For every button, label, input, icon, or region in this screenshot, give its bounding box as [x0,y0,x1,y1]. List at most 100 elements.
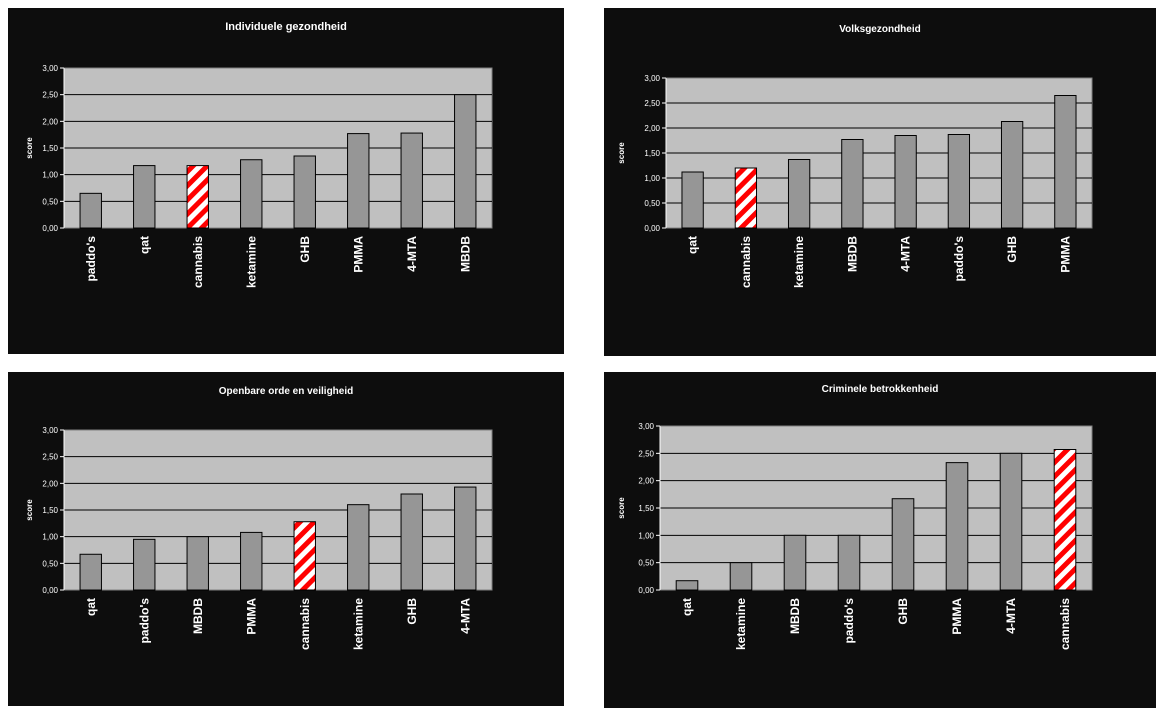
y-tick-label: 2,50 [638,449,654,458]
chart-svg: Criminele betrokkenheid score 0,00 0,50 1,… [617,384,1093,650]
x-category-label: cannabis [739,236,753,288]
plot-area [659,425,1093,591]
bar [837,534,861,591]
x-category-label: MBDB [788,598,802,634]
x-category-label: paddo's [842,598,856,644]
y-tick-label: 1,00 [42,533,58,542]
bar [945,462,969,591]
bar [240,159,263,229]
chart-title: Volksgezondheid [839,24,921,35]
y-axis-title: score [25,499,34,521]
y-tick-label: 0,00 [644,224,660,233]
bar [133,165,156,229]
x-category-label: cannabis [298,598,312,650]
chart-title: Individuele gezondheid [225,21,347,33]
bar-highlight [734,167,758,229]
y-tick-label: 2,00 [638,477,654,486]
x-category-label: GHB [298,236,312,263]
chart-svg: Individuele gezondheid score 0,00 0,50 1,0… [25,21,493,288]
bar [1054,95,1077,229]
plot-area [665,77,1093,229]
x-category-label: ketamine [734,598,748,650]
x-category-label: ketamine [244,236,258,288]
y-tick-label: 0,00 [638,586,654,595]
y-tick-label: 3,00 [42,64,58,73]
bar [400,493,423,591]
chart-panel-individuele-gezondheid: Individuele gezondheid score 0,00 0,50 1,0… [8,8,564,354]
plot-area [63,67,493,229]
y-tick-label: 0,00 [42,586,58,595]
chart-svg: Volksgezondheid score 0,00 0,50 1,00 1,50 2,… [617,24,1093,288]
x-category-label: paddo's [137,598,151,644]
y-tick-label: 1,00 [42,171,58,180]
chart-svg: Openbare orde en veiligheid score 0,00 0,… [25,386,493,650]
bar [400,132,423,229]
chart-title: Openbare orde en veiligheid [219,386,353,397]
y-tick-label: 3,00 [42,426,58,435]
y-tick-label: 2,00 [644,124,660,133]
bar [454,94,477,229]
y-axis-title: score [25,137,34,159]
y-tick-label: 2,00 [42,117,58,126]
y-tick-label: 1,50 [42,506,58,515]
x-category-label: 4-MTA [458,598,472,634]
y-tick-label: 2,50 [42,91,58,100]
y-tick-label: 1,00 [644,174,660,183]
x-category-label: 4-MTA [405,236,419,272]
bar [787,159,811,229]
y-tick-label: 2,50 [42,453,58,462]
x-category-label: paddo's [952,236,966,282]
x-category-label: PMMA [950,598,964,635]
bar [186,536,209,591]
y-tick-label: 1,00 [638,531,654,540]
x-category-label: MBDB [191,598,205,634]
x-category-label: GHB [1005,236,1019,263]
bar [293,155,316,229]
bar [783,534,807,591]
bar [999,452,1023,591]
plot-area [63,429,493,591]
y-tick-label: 1,50 [638,504,654,513]
x-category-label: PMMA [1058,236,1072,273]
x-category-label: PMMA [351,236,365,273]
bar [79,192,102,229]
bar-highlight [293,521,316,591]
y-tick-label: 1,50 [42,144,58,153]
x-category-label: cannabis [1058,598,1072,650]
y-tick-label: 0,00 [42,224,58,233]
bar [894,135,917,229]
bar [681,171,704,229]
y-tick-label: 0,50 [42,559,58,568]
bar [1000,121,1024,229]
y-tick-label: 1,50 [644,149,660,158]
y-tick-label: 3,00 [638,422,654,431]
y-axis-title: score [617,142,626,164]
x-category-label: ketamine [351,598,365,650]
x-category-label: qat [84,598,98,616]
y-tick-label: 2,00 [42,479,58,488]
x-category-label: qat [680,598,694,616]
chart-panel-openbare-orde-en-veiligheid: Openbare orde en veiligheid score 0,00 0,… [8,372,564,706]
x-category-label: 4-MTA [1004,598,1018,634]
bar [675,580,699,591]
bar-highlight [186,165,209,229]
x-category-label: GHB [405,598,419,625]
y-tick-label: 2,50 [644,99,660,108]
x-category-label: cannabis [191,236,205,288]
y-tick-label: 0,50 [644,199,660,208]
bar [347,504,370,591]
x-category-label: GHB [896,598,910,625]
chart-title: Criminele betrokkenheid [822,384,939,395]
y-axis-title: score [617,497,626,519]
bar [454,486,477,591]
x-category-label: paddo's [84,236,98,282]
y-tick-label: 0,50 [42,197,58,206]
x-category-label: qat [686,236,700,254]
y-tick-label: 0,50 [638,559,654,568]
y-tick-label: 3,00 [644,74,660,83]
bar [947,134,971,229]
x-category-label: MBDB [458,236,472,272]
chart-panel-volksgezondheid: Volksgezondheid score 0,00 0,50 1,00 1,50 2,… [604,8,1156,356]
x-category-label: MBDB [845,236,859,272]
x-category-label: 4-MTA [899,236,913,272]
